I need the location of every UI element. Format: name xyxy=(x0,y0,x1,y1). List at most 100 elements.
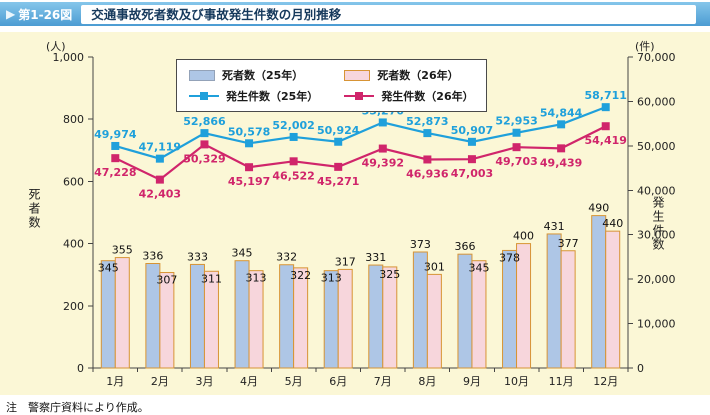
line-marker xyxy=(423,155,432,164)
left-axis-unit: (人) xyxy=(46,40,66,53)
svg-text:54,844: 54,844 xyxy=(540,106,583,119)
svg-text:317: 317 xyxy=(335,255,356,268)
svg-text:336: 336 xyxy=(142,250,163,263)
svg-text:54,419: 54,419 xyxy=(584,134,626,147)
bar xyxy=(426,273,442,369)
svg-text:307: 307 xyxy=(156,274,177,287)
svg-text:1月: 1月 xyxy=(106,375,124,388)
svg-text:9月: 9月 xyxy=(463,375,481,388)
svg-text:49,392: 49,392 xyxy=(362,157,404,170)
svg-text:377: 377 xyxy=(558,237,579,250)
line-marker xyxy=(601,103,610,112)
right-axis-title: 発生件数 xyxy=(651,196,665,252)
svg-text:46,522: 46,522 xyxy=(272,169,314,182)
bars-group xyxy=(100,215,621,369)
svg-text:313: 313 xyxy=(246,272,267,285)
svg-text:45,197: 45,197 xyxy=(228,175,270,188)
legend-label: 死者数（26年） xyxy=(377,69,459,82)
line-marker xyxy=(200,140,209,149)
svg-text:4月: 4月 xyxy=(240,375,258,388)
svg-text:49,974: 49,974 xyxy=(94,128,137,141)
svg-text:47,003: 47,003 xyxy=(451,167,493,180)
svg-text:70,000: 70,000 xyxy=(637,51,676,64)
line-marker xyxy=(245,139,254,148)
svg-text:6月: 6月 xyxy=(329,375,347,388)
svg-text:331: 331 xyxy=(365,251,386,264)
svg-text:2月: 2月 xyxy=(151,375,169,388)
line-marker xyxy=(289,157,298,166)
svg-text:366: 366 xyxy=(454,240,475,253)
svg-text:60,000: 60,000 xyxy=(637,95,676,108)
svg-text:30,000: 30,000 xyxy=(637,229,676,242)
accidents-25-swatch-icon xyxy=(189,91,219,101)
svg-text:345: 345 xyxy=(98,262,119,275)
svg-text:12月: 12月 xyxy=(593,375,618,388)
line-marker xyxy=(512,143,521,152)
legend-item-deaths-26: 死者数（26年） xyxy=(344,67,473,83)
line-marker xyxy=(557,120,566,129)
deaths-26-swatch-icon xyxy=(344,69,371,81)
right-axis-unit: (件) xyxy=(635,40,655,53)
svg-text:50,578: 50,578 xyxy=(228,125,270,138)
line-marker xyxy=(200,129,209,138)
svg-text:11月: 11月 xyxy=(549,375,574,388)
svg-text:800: 800 xyxy=(63,113,84,126)
svg-text:440: 440 xyxy=(602,217,623,230)
svg-text:50,907: 50,907 xyxy=(451,124,493,137)
svg-text:431: 431 xyxy=(544,220,565,233)
page-title: 交通事故死者数及び事故発生件数の月別推移 xyxy=(81,4,696,24)
bar xyxy=(114,257,130,369)
svg-text:400: 400 xyxy=(63,238,84,251)
svg-text:5月: 5月 xyxy=(285,375,303,388)
svg-text:52,873: 52,873 xyxy=(406,115,448,128)
bar xyxy=(591,215,607,369)
bar xyxy=(293,267,309,369)
bar xyxy=(203,270,219,369)
line-marker xyxy=(111,141,120,150)
svg-text:52,866: 52,866 xyxy=(183,115,226,128)
svg-text:50,329: 50,329 xyxy=(183,152,225,165)
legend-label: 発生件数（25年） xyxy=(226,90,319,103)
bar xyxy=(605,230,621,369)
line-marker xyxy=(512,128,521,137)
svg-text:49,439: 49,439 xyxy=(540,156,582,169)
svg-text:47,228: 47,228 xyxy=(94,166,136,179)
svg-text:0: 0 xyxy=(77,362,84,375)
svg-text:378: 378 xyxy=(499,251,520,264)
bar xyxy=(471,260,487,369)
svg-text:355: 355 xyxy=(112,244,133,257)
svg-text:322: 322 xyxy=(290,269,311,282)
line-marker xyxy=(557,144,566,153)
left-axis-title: 死者数 xyxy=(27,188,41,230)
bar xyxy=(560,250,576,369)
line-marker xyxy=(601,122,610,131)
svg-text:333: 333 xyxy=(187,250,208,263)
bar xyxy=(323,270,339,369)
chart-legend: 死者数（25年） 死者数（26年） 発生件数（25年） 発生件数（26年） xyxy=(176,59,487,112)
bar xyxy=(337,268,353,369)
svg-text:8月: 8月 xyxy=(418,375,436,388)
svg-text:325: 325 xyxy=(379,268,400,281)
legend-item-deaths-25: 死者数（25年） xyxy=(189,67,318,83)
line-marker xyxy=(378,118,387,127)
legend-label: 死者数（25年） xyxy=(222,69,304,82)
line-marker xyxy=(334,162,343,171)
svg-text:313: 313 xyxy=(321,272,342,285)
svg-text:345: 345 xyxy=(232,247,253,260)
legend-label: 発生件数（26年） xyxy=(381,90,474,103)
svg-text:49,703: 49,703 xyxy=(495,155,537,168)
line-marker xyxy=(467,137,476,146)
bar xyxy=(100,260,116,369)
source-note: 注 警察庁資料により作成。 xyxy=(6,401,149,414)
line-marker xyxy=(245,163,254,172)
svg-text:373: 373 xyxy=(410,238,431,251)
line-marker xyxy=(467,155,476,164)
svg-text:200: 200 xyxy=(63,300,84,313)
svg-text:20,000: 20,000 xyxy=(637,273,676,286)
svg-text:50,000: 50,000 xyxy=(637,140,676,153)
svg-text:400: 400 xyxy=(513,230,534,243)
bar xyxy=(516,243,532,369)
svg-text:1,000: 1,000 xyxy=(53,51,85,64)
line-marker xyxy=(155,154,164,163)
svg-text:58,711: 58,711 xyxy=(584,89,626,102)
